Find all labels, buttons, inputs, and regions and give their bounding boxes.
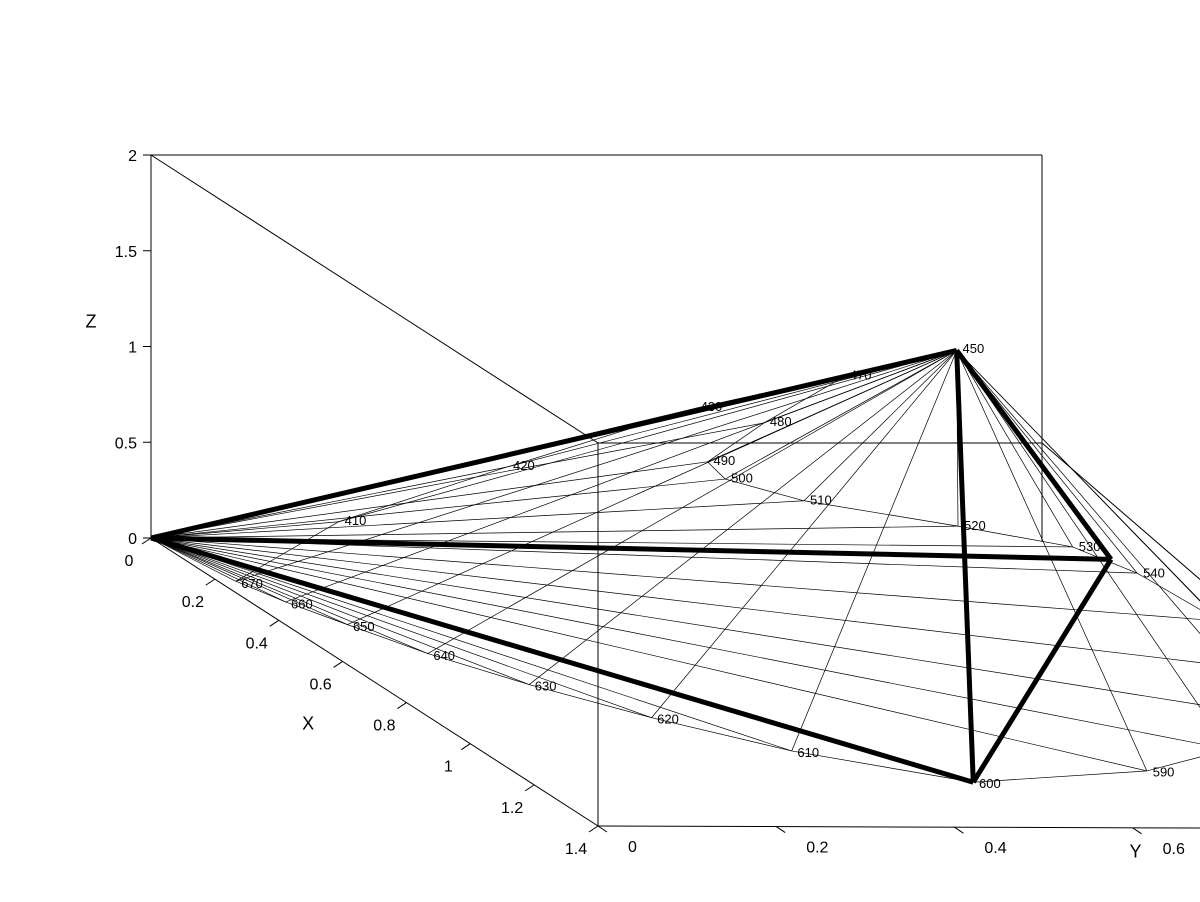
fan-ray bbox=[151, 538, 1147, 771]
wavelength-label: 630 bbox=[535, 679, 557, 694]
y-tick: 0 bbox=[628, 839, 637, 856]
x-axis-label: X bbox=[302, 714, 314, 734]
wavelength-label: 650 bbox=[353, 619, 375, 634]
z-tick: 2 bbox=[128, 148, 137, 165]
fan-ray bbox=[151, 538, 652, 718]
mesh-line bbox=[286, 350, 957, 602]
z-tick: 0 bbox=[128, 531, 137, 548]
mesh-line bbox=[957, 350, 1200, 716]
x-tick: 0 bbox=[125, 553, 134, 570]
primary-edge bbox=[151, 350, 957, 538]
primary-edge bbox=[151, 538, 973, 782]
wavelength-label: 660 bbox=[291, 596, 313, 611]
wavelength-label: 620 bbox=[657, 712, 679, 727]
mesh-line bbox=[347, 350, 956, 624]
mesh-line bbox=[428, 350, 957, 653]
mesh-line bbox=[804, 350, 957, 500]
x-tick: 1.2 bbox=[501, 800, 523, 817]
wavelength-label: 430 bbox=[701, 399, 723, 414]
x-tick: 1 bbox=[444, 759, 453, 776]
wavelength-label: 410 bbox=[345, 513, 367, 528]
wavelength-label: 500 bbox=[731, 470, 753, 485]
mesh-line bbox=[652, 350, 957, 717]
wavelength-label: 420 bbox=[513, 458, 535, 473]
y-tick: 0.6 bbox=[1163, 841, 1185, 858]
wavelength-label: 670 bbox=[241, 576, 263, 591]
fan-ray bbox=[151, 526, 958, 538]
primary-edge bbox=[957, 350, 974, 782]
wavelength-label: 610 bbox=[797, 745, 819, 760]
wavelength-label: 470 bbox=[850, 367, 872, 382]
y-tick: 0.2 bbox=[806, 840, 828, 857]
wavelength-label: 520 bbox=[964, 518, 986, 533]
z-tick: 0.5 bbox=[115, 435, 137, 452]
3d-plot: 0 0.5 1 1.5 2 Z 0 0.2 0.4 0.6 0.8 1 1.2 1.4 X 0 0.2 0.4 0.… bbox=[0, 0, 1200, 902]
primary-edge bbox=[151, 538, 1111, 559]
z-axis-label: Z bbox=[86, 311, 97, 331]
wavelength-label: 450 bbox=[963, 341, 985, 356]
x-tick: 0.2 bbox=[182, 594, 204, 611]
x-tick: 0.4 bbox=[246, 635, 268, 652]
y-axis-label: Y bbox=[1129, 842, 1141, 862]
wavelength-label: 490 bbox=[714, 453, 736, 468]
x-tick: 0.6 bbox=[309, 676, 331, 693]
x-tick: 1.4 bbox=[565, 841, 587, 858]
wavelength-label: 480 bbox=[770, 414, 792, 429]
wavelength-label: 600 bbox=[979, 776, 1001, 791]
wavelength-label: 640 bbox=[433, 648, 455, 663]
mesh-line bbox=[957, 350, 1147, 771]
z-tick: 1 bbox=[128, 340, 137, 357]
y-tick: 0.4 bbox=[984, 840, 1006, 857]
x-tick: 0.8 bbox=[373, 718, 395, 735]
mesh-line bbox=[725, 350, 957, 479]
primary-edge bbox=[973, 559, 1111, 782]
wavelength-label: 510 bbox=[810, 492, 832, 507]
wavelength-label: 540 bbox=[1143, 565, 1165, 580]
fan-ray bbox=[151, 479, 725, 538]
wavelength-label: 530 bbox=[1079, 539, 1101, 554]
mesh-line bbox=[957, 350, 1200, 621]
wavelength-label: 590 bbox=[1153, 764, 1175, 779]
z-tick: 1.5 bbox=[115, 244, 137, 261]
